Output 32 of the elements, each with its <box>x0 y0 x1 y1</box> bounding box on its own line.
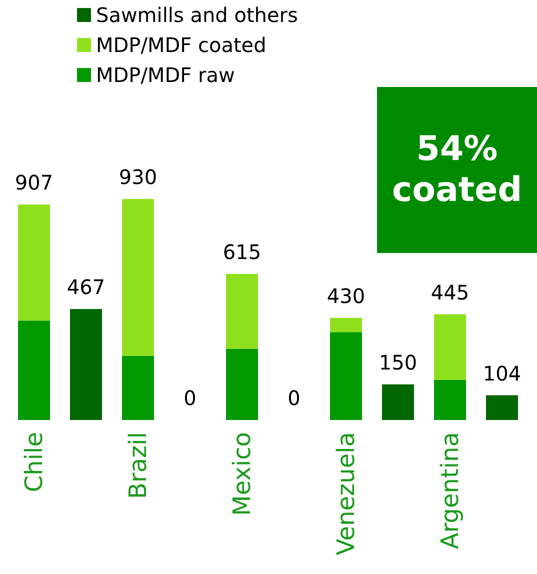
bar <box>18 320 50 420</box>
bar <box>70 309 102 420</box>
x-tick-label: Venezuela <box>332 432 360 556</box>
total-label: 930 <box>118 165 158 189</box>
total-label: 907 <box>14 170 54 194</box>
total-label: 430 <box>326 284 366 308</box>
legend-label: MDP/MDF raw <box>96 63 235 87</box>
bar <box>122 199 154 356</box>
bar <box>382 384 414 420</box>
x-tick-label: Chile <box>20 432 48 492</box>
total-label: 615 <box>222 240 262 264</box>
legend-label: Sawmills and others <box>96 3 298 27</box>
legend-label: MDP/MDF coated <box>96 33 266 57</box>
bar <box>434 380 466 420</box>
x-tick-label: Argentina <box>436 432 464 550</box>
bar <box>226 274 258 349</box>
bar <box>486 395 518 420</box>
total-label: 445 <box>430 280 470 304</box>
bar <box>226 348 258 420</box>
data-label: 467 <box>66 275 106 300</box>
data-label: 0 <box>184 386 196 410</box>
data-label: 0 <box>288 386 300 410</box>
callout-box: 54% coated <box>377 87 537 253</box>
bar <box>18 204 50 321</box>
bar <box>122 356 154 420</box>
data-label: 150 <box>378 350 418 374</box>
x-tick-label: Brazil <box>124 432 152 499</box>
bar <box>330 332 362 420</box>
bar <box>434 314 466 380</box>
data-label: 104 <box>482 361 522 386</box>
bar <box>330 318 362 332</box>
x-tick-label: Mexico <box>228 432 256 516</box>
